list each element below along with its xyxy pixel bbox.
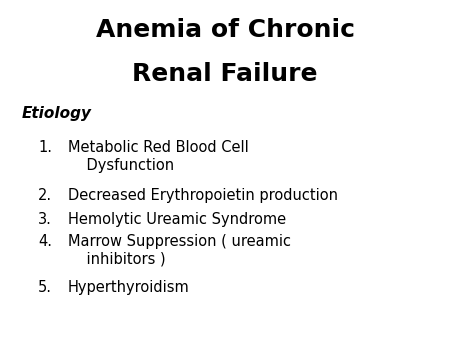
Text: Marrow Suppression ( ureamic: Marrow Suppression ( ureamic (68, 234, 291, 249)
Text: Anemia of Chronic: Anemia of Chronic (95, 18, 355, 42)
Text: 2.: 2. (38, 188, 52, 203)
Text: Decreased Erythropoietin production: Decreased Erythropoietin production (68, 188, 338, 203)
Text: inhibitors ): inhibitors ) (68, 252, 166, 267)
Text: Dysfunction: Dysfunction (68, 158, 174, 173)
Text: Hyperthyroidism: Hyperthyroidism (68, 280, 190, 295)
Text: Metabolic Red Blood Cell: Metabolic Red Blood Cell (68, 140, 249, 155)
Text: 1.: 1. (38, 140, 52, 155)
Text: 5.: 5. (38, 280, 52, 295)
Text: 4.: 4. (38, 234, 52, 249)
Text: Hemolytic Ureamic Syndrome: Hemolytic Ureamic Syndrome (68, 212, 286, 227)
Text: Renal Failure: Renal Failure (132, 62, 318, 86)
Text: 3.: 3. (38, 212, 52, 227)
Text: Etiology: Etiology (22, 106, 92, 121)
